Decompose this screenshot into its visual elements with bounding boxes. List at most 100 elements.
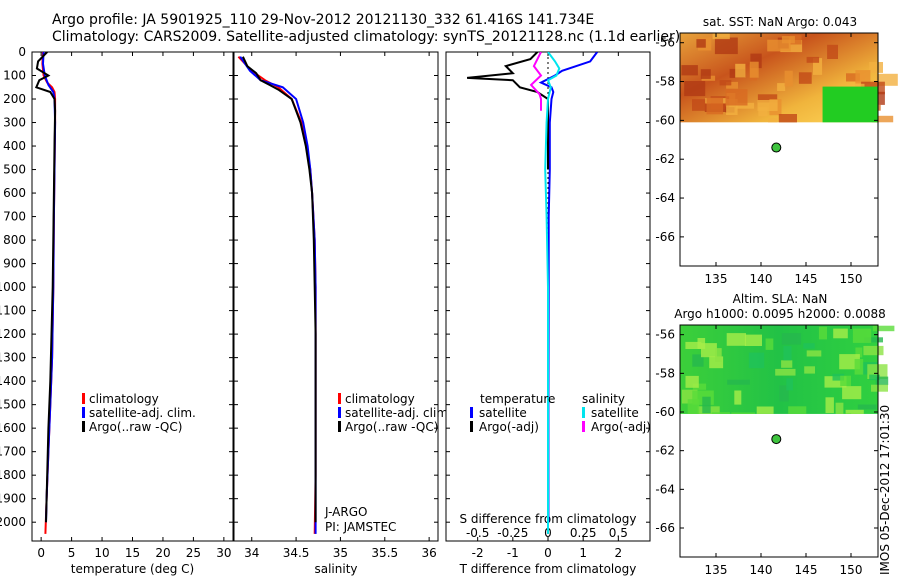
field-cell: [857, 404, 877, 410]
legend-swatch: [82, 407, 85, 418]
y-tick-label: -60: [655, 113, 675, 127]
y-tick-label: 1400: [0, 374, 26, 388]
field-cell: [681, 65, 698, 76]
y-tick-label: -66: [655, 521, 675, 535]
y-tick-label: 0: [18, 45, 26, 59]
field-cell: [871, 384, 888, 392]
x-tick-label: 0: [544, 546, 552, 560]
legend-swatch: [338, 421, 341, 432]
x-tick-label: 135: [705, 563, 728, 577]
sla-map-subtitle: Argo h1000: 0.0095 h2000: 0.0088: [674, 307, 886, 321]
field-cell: [685, 375, 699, 388]
field-cell: [715, 348, 722, 362]
field-cell: [714, 37, 738, 55]
x-tick-label: 145: [795, 563, 818, 577]
legend-swatch: [582, 407, 585, 418]
field-cell: [844, 413, 852, 414]
field-cell: [702, 396, 711, 414]
field-cell: [750, 53, 762, 69]
field-cell: [822, 86, 878, 123]
field-cell: [779, 385, 789, 402]
field-cell: [869, 62, 883, 73]
x-tick-label: 1: [579, 546, 587, 560]
field-cell: [692, 383, 707, 390]
field-cell: [781, 333, 802, 345]
y-tick-label: 1900: [0, 492, 26, 506]
y-tick-label: -64: [655, 191, 675, 205]
field-cell: [777, 83, 786, 91]
field-cell: [765, 338, 774, 350]
field-cell: [784, 70, 793, 87]
x-tick-label: 34.5: [283, 546, 310, 560]
field-cell: [726, 99, 738, 115]
field-cell: [734, 390, 742, 405]
field-cell: [709, 356, 724, 369]
field-cell: [711, 412, 730, 414]
y-tick-label: -66: [655, 230, 675, 244]
sst-map-title: sat. SST: NaN Argo: 0.043: [703, 15, 857, 29]
field-cell: [757, 94, 778, 103]
field-cell: [869, 374, 880, 381]
float-program-label: J-ARGO: [324, 505, 367, 519]
field-cell: [744, 334, 762, 346]
y-tick-label: 100: [3, 69, 26, 83]
field-cell: [863, 345, 884, 356]
sst-map-panel: sat. SST: NaN Argo: 0.043 -56 -58 -60 -62 -64…: [655, 15, 898, 286]
x2-tick-label: -0.25: [497, 526, 528, 540]
legend-label: Argo(-adj): [591, 420, 651, 434]
y-tick-label: -62: [655, 152, 675, 166]
sla-map-border: [679, 324, 879, 558]
x-tick-label: 140: [750, 563, 773, 577]
field-cell: [757, 100, 778, 111]
field-cell: [798, 72, 812, 84]
y-tick-label: 1500: [0, 398, 26, 412]
y-tick-label: -64: [655, 482, 675, 496]
legend-swatch: [338, 393, 341, 404]
field-cell: [731, 412, 755, 414]
y-tick-label: -56: [655, 328, 675, 342]
x-tick-label: 150: [840, 563, 863, 577]
legend-label: satellite: [591, 406, 639, 420]
figure-title-line2: Climatology: CARS2009. Satellite-adjuste…: [52, 29, 681, 45]
field-cell: [700, 69, 711, 79]
y-tick-label: 1700: [0, 445, 26, 459]
legend-label: satellite-adj. clim.: [345, 406, 452, 420]
y-tick-label: -60: [655, 405, 675, 419]
legend-swatch: [582, 421, 585, 432]
salinity-series-group: [237, 56, 317, 534]
field-cell: [725, 89, 748, 106]
field-cell: [788, 406, 807, 414]
field-cell: [813, 58, 823, 75]
y-tick-label: 800: [3, 233, 26, 247]
field-cell: [855, 347, 863, 358]
field-cell: [872, 325, 895, 332]
legend-swatch: [470, 421, 473, 432]
legend-swatch: [470, 407, 473, 418]
field-cell: [748, 352, 765, 369]
field-cell: [768, 118, 778, 123]
temperature-series-group: [34, 52, 57, 534]
field-cell: [701, 343, 717, 358]
field-cell: [775, 368, 796, 376]
field-cell: [692, 99, 707, 111]
field-cell: [852, 328, 872, 343]
field-cell: [875, 376, 889, 386]
sst-map-border: [679, 32, 879, 267]
x-tick-label: -1: [507, 546, 519, 560]
field-cell: [846, 73, 860, 82]
series-line-salinity-argo-adj: [529, 52, 543, 111]
imos-timestamp: IMOS 05-Dec-2012 17:01:30: [878, 404, 892, 575]
field-cell: [876, 91, 885, 105]
field-cell: [726, 333, 746, 346]
legend-label: satellite: [479, 406, 527, 420]
field-cell: [845, 409, 864, 414]
field-cell: [854, 359, 864, 375]
field-cell: [825, 397, 834, 414]
float-pi-label: PI: JAMSTEC: [325, 520, 396, 534]
field-cell: [803, 343, 815, 349]
field-cell: [685, 341, 702, 349]
y-tick-label: 400: [3, 139, 26, 153]
field-cell: [735, 63, 746, 78]
